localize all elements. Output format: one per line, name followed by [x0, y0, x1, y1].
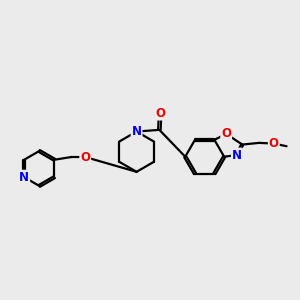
Text: O: O — [155, 106, 165, 120]
Text: N: N — [232, 148, 242, 161]
Text: N: N — [132, 125, 142, 138]
Text: O: O — [221, 127, 231, 140]
Text: N: N — [19, 171, 29, 184]
Text: O: O — [269, 137, 279, 150]
Text: O: O — [80, 151, 90, 164]
